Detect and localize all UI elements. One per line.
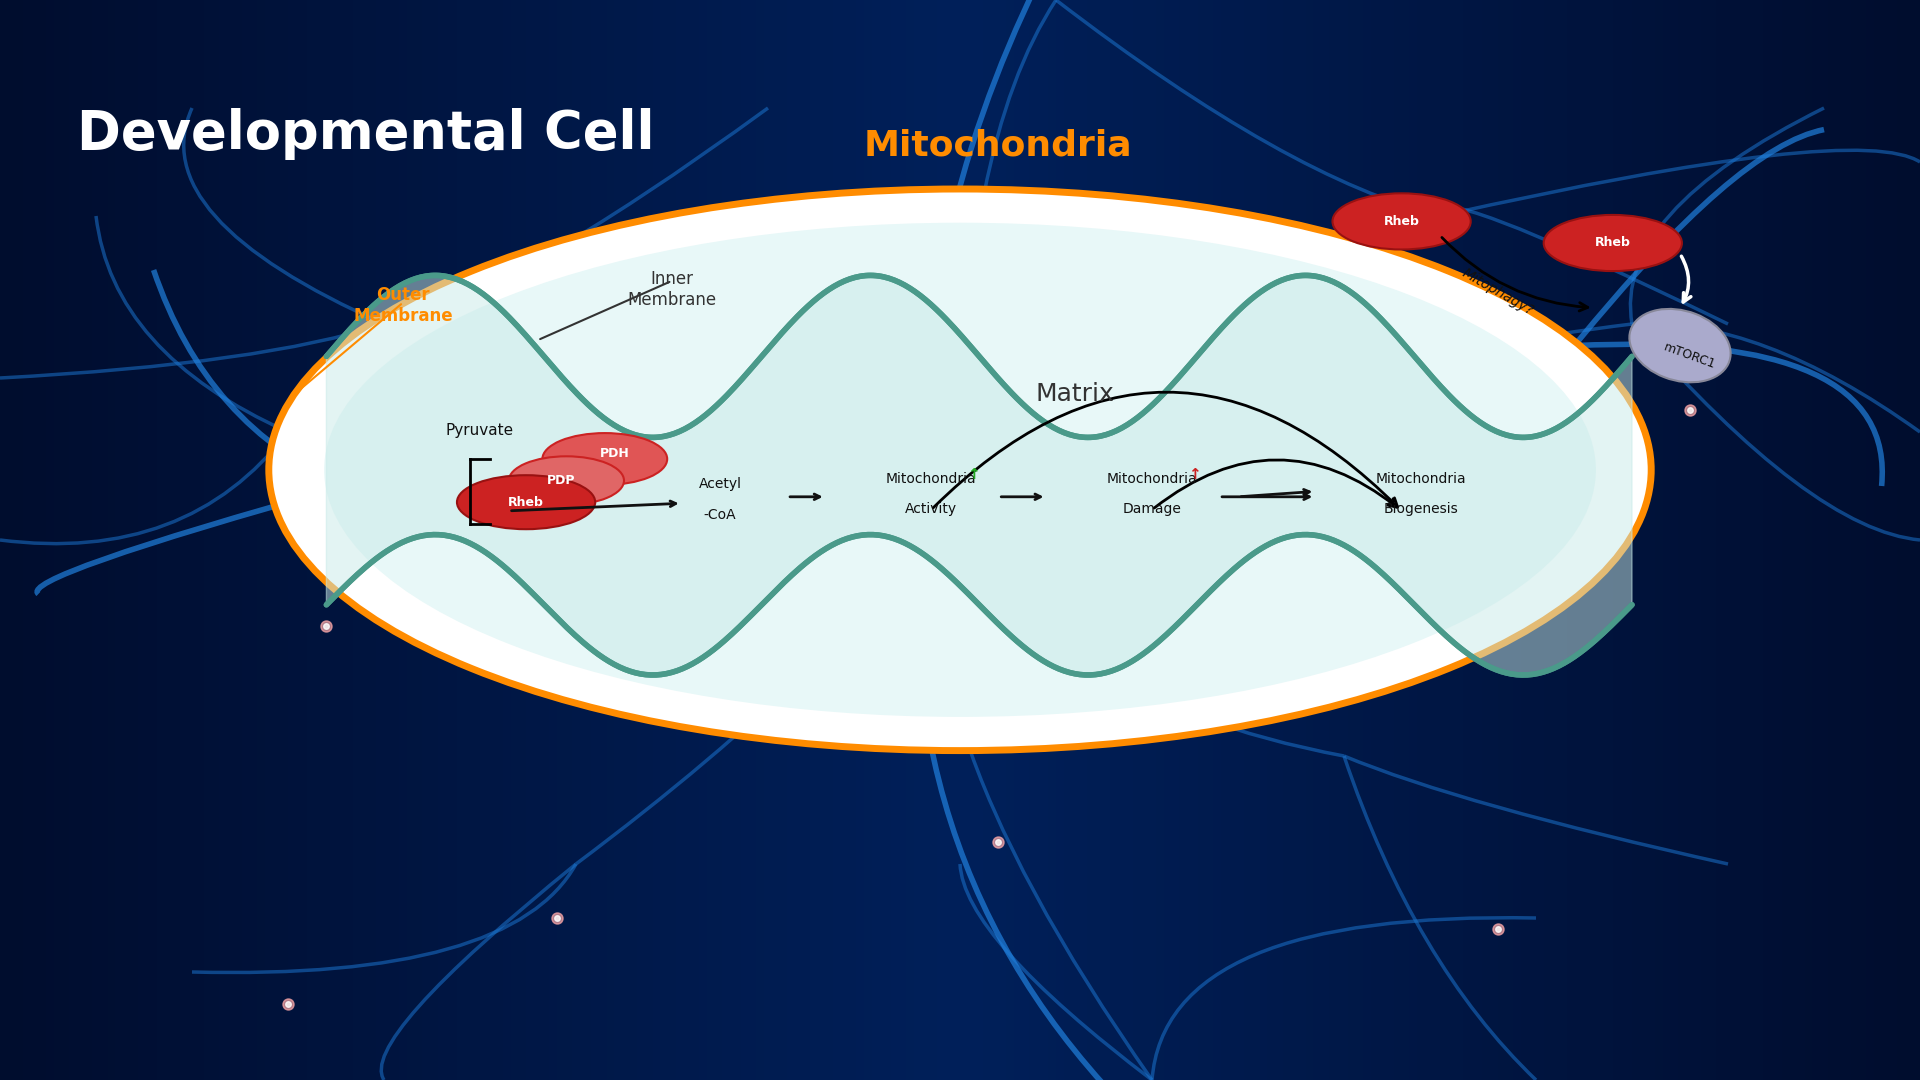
Text: PDH: PDH [599,447,630,460]
Text: Mitochondria: Mitochondria [885,472,977,486]
Ellipse shape [1630,309,1730,382]
Ellipse shape [269,189,1651,751]
Ellipse shape [324,222,1596,717]
Text: Rheb: Rheb [1596,237,1630,249]
Text: ↑: ↑ [968,467,979,482]
Ellipse shape [509,456,624,504]
Text: Biogenesis: Biogenesis [1384,502,1457,516]
Text: mTORC1: mTORC1 [1663,341,1716,372]
Text: Rheb: Rheb [1384,215,1419,228]
FancyArrowPatch shape [933,392,1398,508]
Text: Developmental Cell: Developmental Cell [77,108,655,160]
Text: ↑: ↑ [1188,467,1200,482]
Text: Mitochondria: Mitochondria [1375,472,1467,486]
FancyArrowPatch shape [1442,238,1588,311]
Text: Inner
Membrane: Inner Membrane [628,270,716,309]
Ellipse shape [457,475,595,529]
Text: Acetyl: Acetyl [699,477,741,491]
Text: -CoA: -CoA [705,508,735,522]
Text: Mitophagy?: Mitophagy? [1459,266,1536,318]
FancyArrowPatch shape [1154,460,1398,508]
FancyArrowPatch shape [1682,256,1692,302]
Text: Activity: Activity [904,502,958,516]
Ellipse shape [1544,215,1682,271]
Polygon shape [326,275,1632,675]
Ellipse shape [1332,193,1471,249]
Text: PDP: PDP [547,474,574,487]
Text: Outer
Membrane: Outer Membrane [353,286,453,325]
Text: Mitochondria: Mitochondria [864,129,1133,162]
Text: Pyruvate: Pyruvate [445,423,515,438]
Ellipse shape [541,433,668,485]
Text: Mitochondria: Mitochondria [1106,472,1198,486]
Text: Rheb: Rheb [509,496,543,509]
Text: Matrix: Matrix [1035,382,1116,406]
Text: Damage: Damage [1123,502,1181,516]
